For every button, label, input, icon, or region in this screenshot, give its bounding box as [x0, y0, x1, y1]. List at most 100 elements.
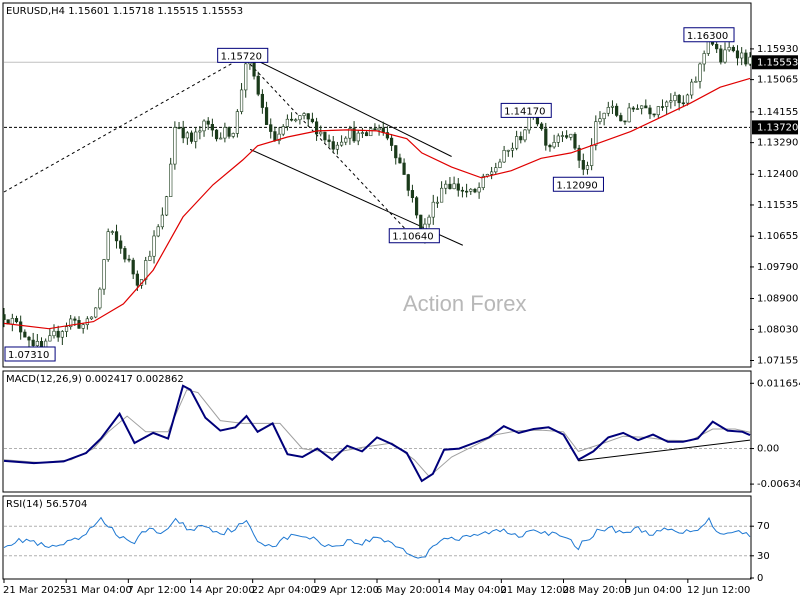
candle-body: [344, 137, 348, 143]
candle-body: [619, 115, 623, 122]
candle-body: [269, 124, 273, 132]
candle-body: [640, 105, 644, 109]
candle-body: [498, 161, 502, 168]
candle-body: [373, 128, 377, 131]
candle-body: [656, 106, 660, 116]
candle-body: [294, 119, 298, 122]
candle-body: [585, 165, 590, 170]
candle-body: [615, 105, 619, 116]
candle-body: [194, 131, 198, 142]
price-label-box: [683, 27, 735, 43]
candle-body: [306, 113, 310, 120]
current-price-text: 1.15553: [757, 57, 798, 68]
candle-body: [214, 129, 219, 140]
candle-body: [681, 102, 685, 105]
candle-body: [715, 43, 719, 50]
price-label-text: 1.12090: [556, 180, 597, 191]
candle-body: [369, 128, 373, 137]
candle-body: [2, 314, 6, 320]
candle-body: [502, 150, 506, 163]
candle-body: [264, 107, 269, 125]
candle-body: [89, 316, 94, 320]
candle-body: [456, 183, 460, 191]
rsi-y-tick-label: 0: [757, 573, 763, 584]
price-y-tick-label: 1.09790: [757, 262, 798, 273]
candle-body: [210, 123, 214, 131]
candle-body: [431, 201, 435, 218]
candle-body: [331, 141, 335, 150]
candle-body: [631, 107, 635, 110]
candle-body: [181, 127, 185, 139]
candle-body: [448, 183, 452, 190]
candle-body: [623, 120, 627, 123]
candle-body: [348, 128, 352, 139]
trendline-2: [246, 54, 452, 157]
support-level-text: 1.13720: [757, 122, 798, 133]
candle-body: [406, 174, 410, 191]
candle-body: [64, 326, 69, 332]
candle-body: [10, 318, 14, 325]
macd-layer: [3, 384, 751, 483]
candle-body: [227, 127, 231, 137]
rsi-line: [3, 516, 751, 559]
candle-body: [677, 94, 681, 104]
candle-body: [310, 118, 315, 123]
price-label-text: 1.16300: [687, 31, 728, 42]
candle-body: [394, 145, 398, 159]
candle-body: [27, 336, 31, 341]
price-y-tick-label: 1.13290: [757, 138, 798, 149]
candle-body: [685, 94, 690, 104]
candle-body: [523, 129, 527, 141]
candle-body: [519, 136, 523, 141]
candle-body: [552, 142, 556, 148]
price-y-tick-label: 1.11535: [757, 200, 798, 211]
candle-body: [735, 50, 740, 59]
candle-body: [135, 273, 139, 286]
candle-body: [81, 324, 85, 329]
candle-body: [144, 260, 148, 280]
candle-body: [102, 259, 106, 290]
candle-body: [565, 135, 569, 138]
candle-body: [160, 214, 164, 228]
candle-body: [473, 188, 477, 193]
candle-body: [364, 132, 369, 137]
candle-body: [398, 157, 402, 164]
price-label: 1.16300: [683, 27, 735, 43]
candle-body: [352, 128, 356, 142]
candle-body: [494, 167, 498, 173]
x-tick-label: 6 May 20:00: [376, 585, 438, 596]
candle-body: [260, 93, 264, 108]
candle-body: [610, 105, 615, 108]
candle-body: [648, 107, 652, 115]
candle-body: [573, 133, 577, 149]
candle-body: [360, 132, 365, 134]
x-tick-label: 14 May 04:00: [438, 585, 507, 596]
candle-body: [515, 136, 519, 149]
x-tick-label: 22 Apr 04:00: [252, 585, 317, 596]
candle-body: [85, 318, 89, 326]
candle-body: [577, 147, 581, 161]
candle-body: [506, 149, 510, 152]
candle-body: [173, 127, 177, 165]
candle-body: [740, 52, 744, 59]
candle-body: [239, 89, 244, 112]
candle-body: [602, 112, 606, 120]
x-tick-label: 21 Mar 2025: [3, 585, 66, 596]
candle-body: [744, 52, 748, 65]
candle-body: [106, 231, 110, 260]
current-price-marker: 1.15553: [752, 55, 798, 70]
candle-body: [169, 163, 173, 197]
candle-body: [569, 133, 573, 138]
candle-body: [52, 330, 56, 337]
macd-panel-frame: [2, 370, 752, 493]
candle-body: [377, 127, 381, 131]
candle-body: [560, 135, 565, 137]
price-y-tick-label: 1.08030: [757, 324, 798, 335]
candle-body: [69, 318, 73, 328]
candle-body: [690, 81, 694, 96]
candle-body: [356, 132, 360, 142]
rsi-y-tick-label: 30: [757, 551, 770, 562]
candle-body: [702, 53, 706, 65]
macd-y-tick-label: -0.006345: [757, 479, 800, 490]
candle-body: [60, 331, 64, 338]
